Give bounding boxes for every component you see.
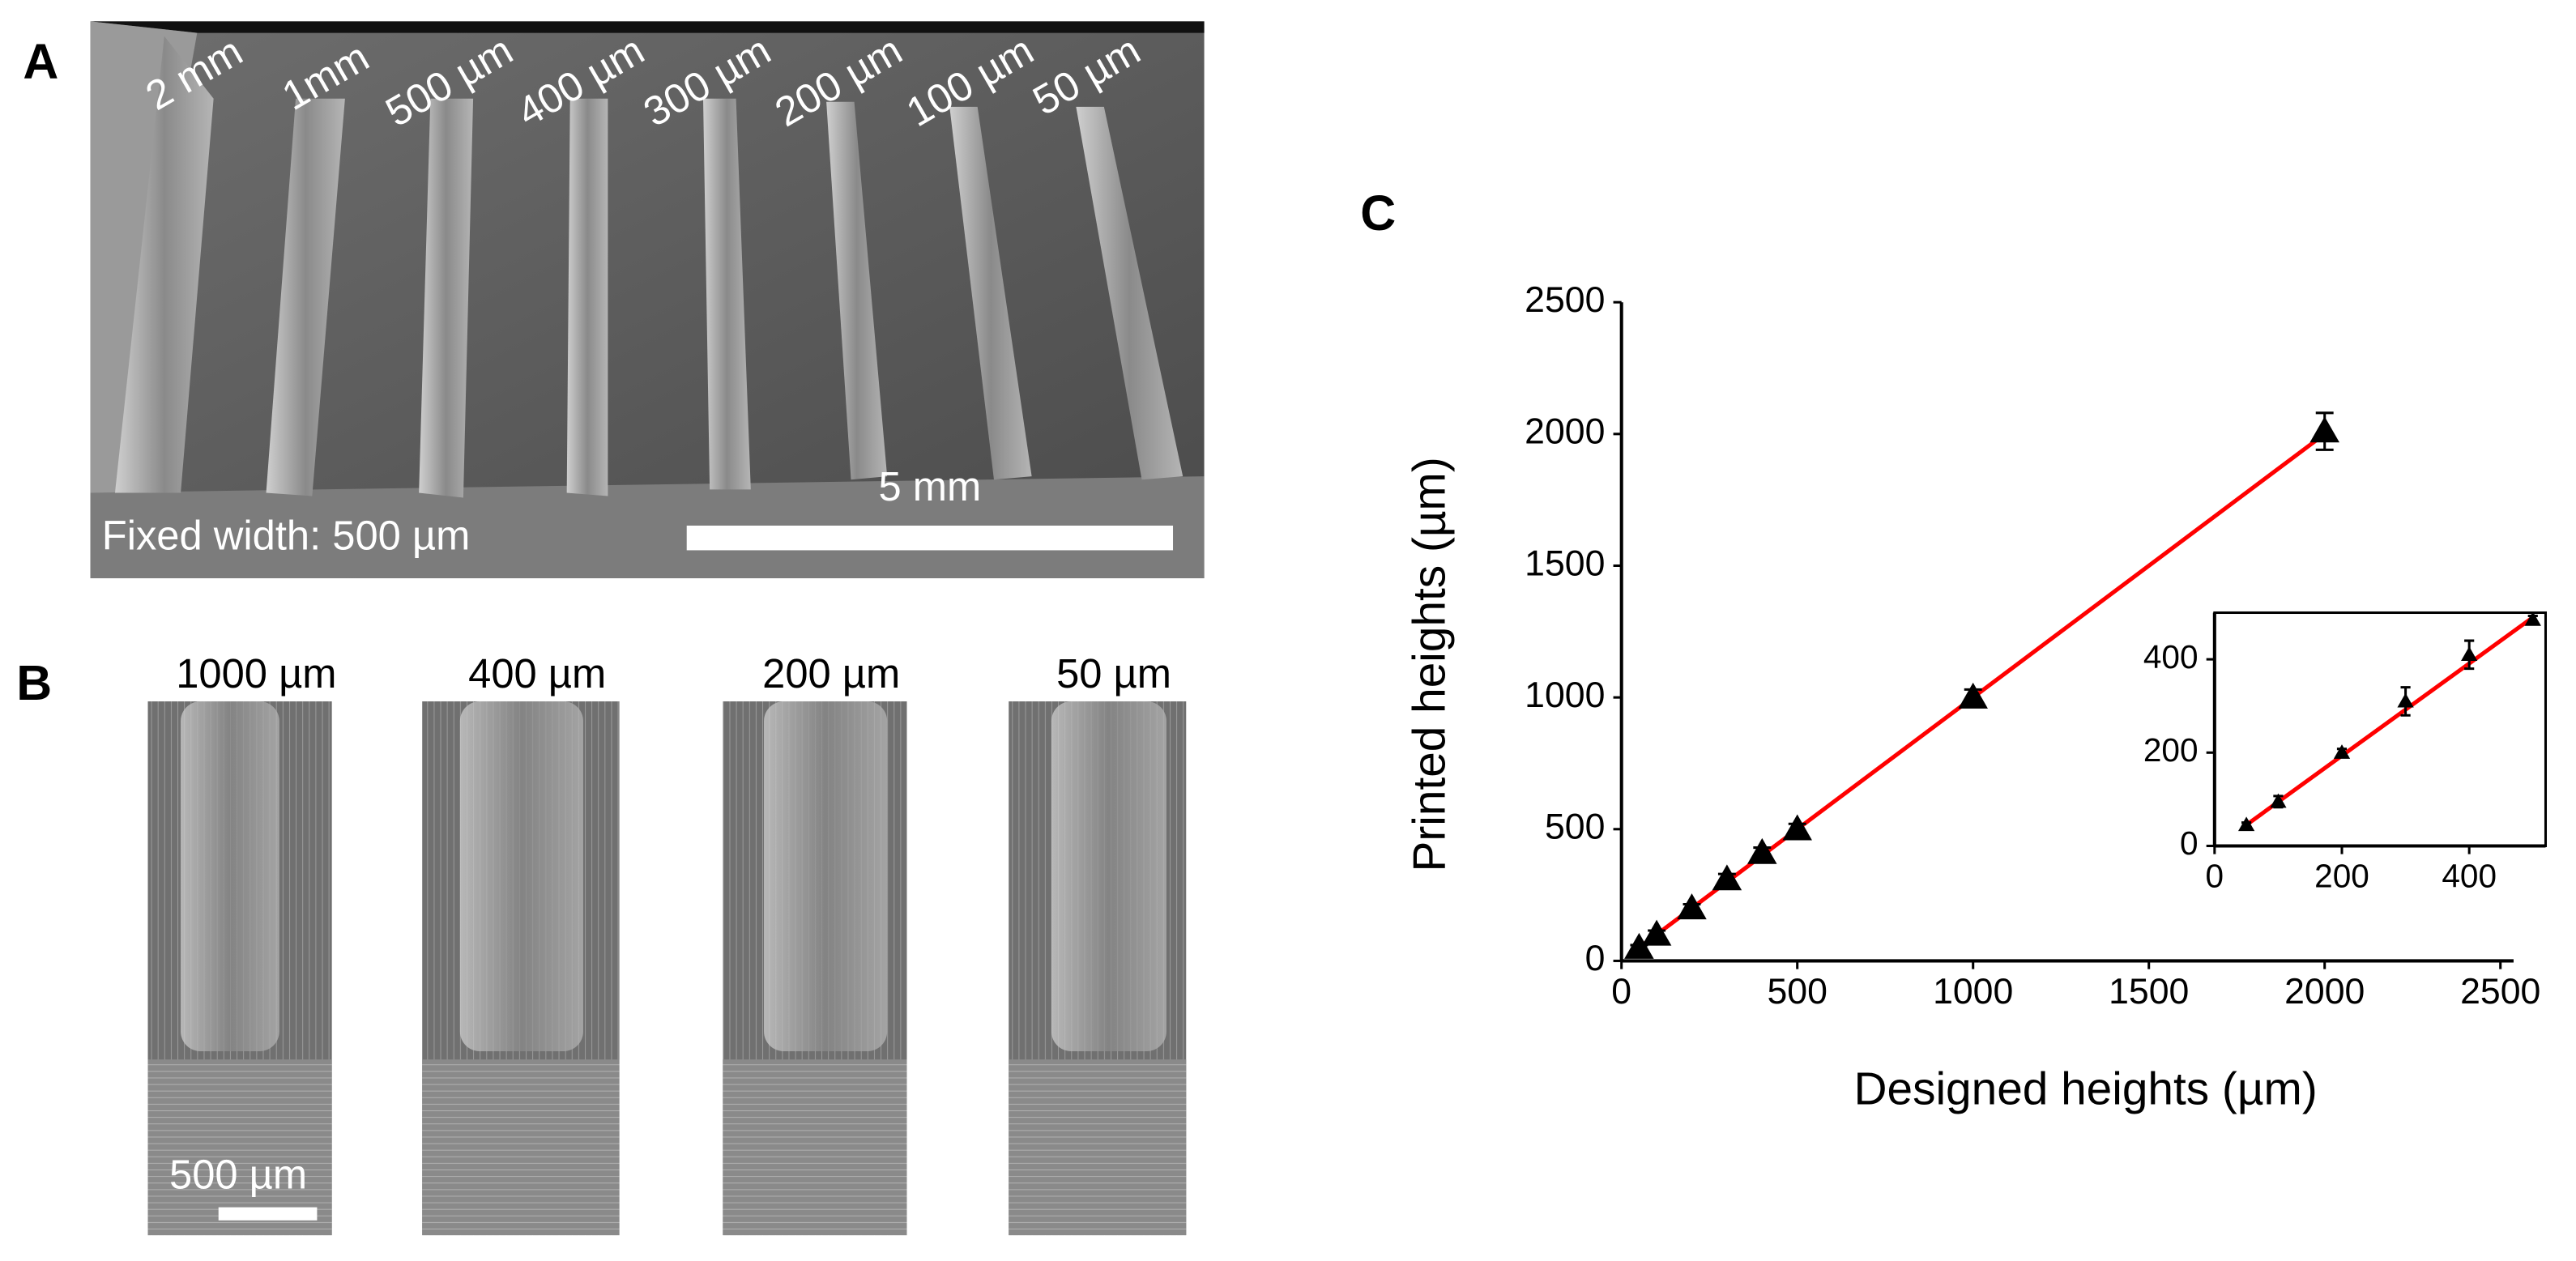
data-point: [1712, 864, 1742, 891]
data-point: [2270, 793, 2287, 808]
printed-line: [459, 701, 583, 1051]
y-tick-label: 0: [1585, 939, 1606, 978]
y-tick-label: 1000: [1525, 675, 1605, 715]
y-tick-label: 2500: [1525, 280, 1605, 320]
data-point: [1677, 893, 1707, 920]
x-tick-label: 0: [2206, 858, 2224, 895]
sem-floor: [723, 1059, 907, 1236]
data-point: [2309, 416, 2339, 443]
x-tick-label: 200: [2314, 858, 2369, 895]
caption: Fixed width: 500 µm: [102, 513, 471, 559]
scale-bar-label: 5 mm: [879, 463, 982, 509]
y-tick-label: 2000: [1525, 412, 1605, 452]
sem-image-a: [90, 21, 1205, 578]
data-point: [2397, 692, 2414, 708]
scale-bar-label: 500 µm: [169, 1152, 307, 1198]
x-tick-label: 2000: [2284, 972, 2365, 1012]
y-axis-label: Printed heights (µm): [1404, 457, 1455, 871]
panel-label: C: [1360, 185, 1396, 241]
y-tick-label: 0: [2180, 824, 2199, 862]
image-label: 200 µm: [762, 650, 900, 697]
image-label: 50 µm: [1056, 650, 1171, 697]
y-tick-label: 500: [1545, 807, 1605, 847]
x-tick-label: 2500: [2460, 972, 2540, 1012]
x-tick-label: 400: [2442, 858, 2497, 895]
y-tick-label: 400: [2143, 638, 2199, 675]
fit-line: [2245, 616, 2535, 827]
data-point: [2524, 611, 2541, 626]
sem-floor: [422, 1059, 620, 1236]
printed-line: [181, 701, 279, 1051]
y-tick-label: 200: [2143, 731, 2199, 769]
x-tick-label: 0: [1611, 972, 1631, 1012]
data-point: [1782, 814, 1812, 841]
panel-label: B: [16, 655, 52, 710]
data-point: [2461, 646, 2478, 661]
y-tick-label: 1500: [1525, 543, 1605, 583]
data-point: [1641, 919, 1672, 946]
printed-line: [1051, 701, 1166, 1051]
scale-bar: [218, 1207, 318, 1221]
x-axis-label: Designed heights (µm): [1854, 1064, 2318, 1115]
sem-images-b: [147, 701, 1187, 1236]
image-label: 1000 µm: [176, 650, 336, 697]
x-tick-label: 500: [1767, 972, 1827, 1012]
data-point: [1624, 932, 1654, 959]
sem-floor: [147, 1059, 332, 1236]
sem-floor: [1009, 1059, 1187, 1236]
data-point: [2237, 816, 2255, 832]
x-tick-label: 1000: [1933, 972, 2013, 1012]
image-label: 400 µm: [468, 650, 606, 697]
data-point: [2333, 744, 2351, 759]
x-tick-label: 1500: [2109, 972, 2189, 1012]
data-point: [1958, 682, 1988, 709]
panel-label: A: [23, 34, 58, 89]
data-point: [1747, 837, 1777, 864]
printed-line: [764, 701, 888, 1051]
